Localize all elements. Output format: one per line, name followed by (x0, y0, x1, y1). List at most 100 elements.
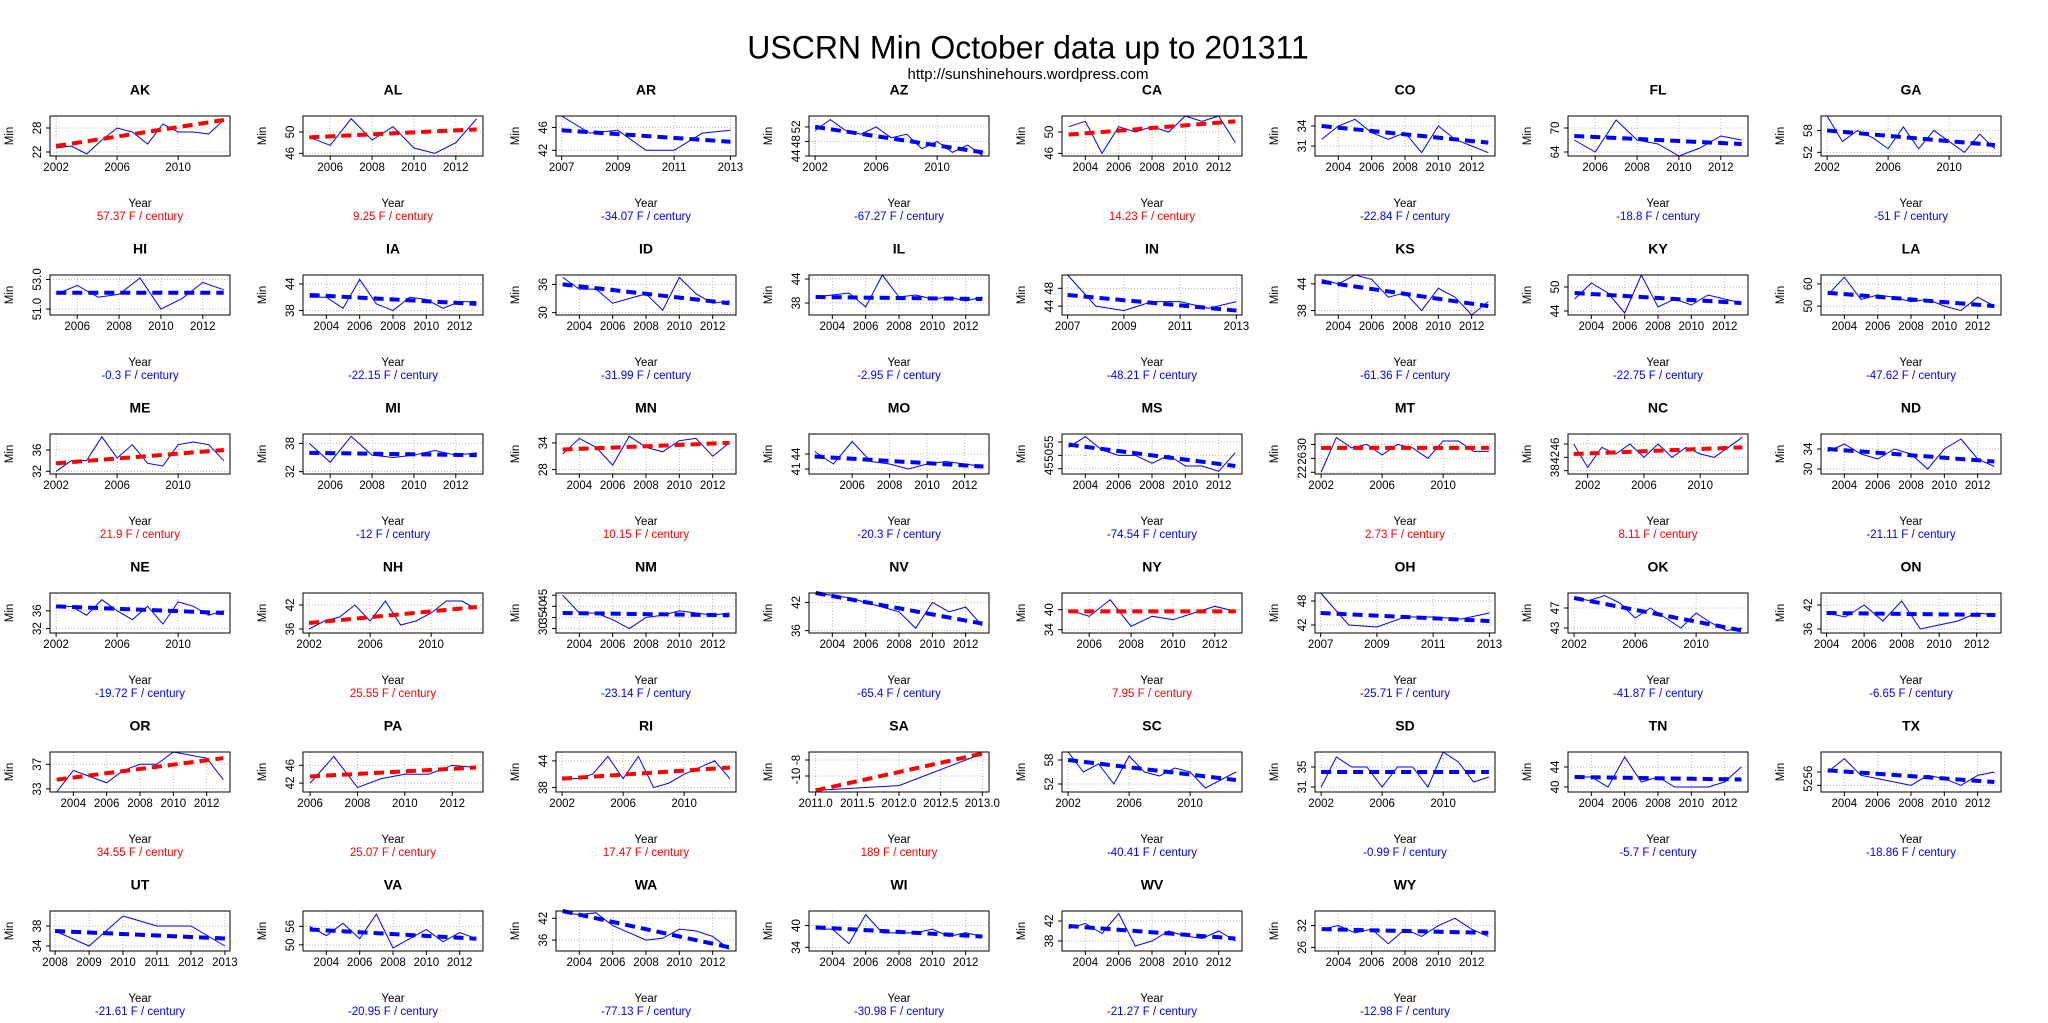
panel-title: MS (1142, 400, 1163, 416)
trend-label: -0.3 F / century (101, 370, 179, 382)
trend-label: -74.54 F / century (1107, 529, 1197, 541)
y-tick-label: 38 (285, 437, 297, 450)
trend-label: -6.65 F / century (1869, 688, 1953, 700)
panel-title: WV (1141, 877, 1164, 893)
y-axis-label: Min (763, 763, 775, 782)
plot-frame (1567, 274, 1749, 316)
y-axis-label: Min (1016, 604, 1028, 623)
x-tick-label: 2009 (1364, 639, 1390, 651)
y-tick-label: 45 (538, 589, 550, 602)
data-line (309, 278, 477, 312)
plot-frame (808, 910, 990, 952)
x-tick-label: 2010 (414, 321, 440, 333)
y-tick-label: 40 (1044, 603, 1056, 616)
panel-title: WY (1394, 877, 1417, 893)
y-axis-label: Min (510, 604, 522, 623)
y-tick-label: 40 (791, 919, 803, 932)
y-tick-label: 55 (1044, 436, 1056, 449)
x-tick-label: 2008 (1898, 321, 1924, 333)
trend-label: -12 F / century (356, 529, 430, 541)
trend-line (309, 927, 477, 941)
y-tick-label: 70 (1550, 122, 1562, 135)
data-line (1573, 436, 1743, 469)
plot-frame (1061, 274, 1243, 316)
x-axis-label: Year (1140, 516, 1163, 528)
y-tick-label: 42 (1297, 619, 1309, 632)
x-tick-label: 2006 (1582, 162, 1608, 174)
x-tick-label: 2008 (345, 798, 371, 810)
plot-frame (1061, 433, 1243, 475)
data-line (1320, 436, 1489, 473)
y-axis-label: Min (1775, 286, 1787, 305)
y-axis-label: Min (510, 445, 522, 464)
x-tick-label: 2010 (165, 480, 191, 492)
plot-frame (1061, 592, 1243, 634)
trend-label: -12.98 F / century (1360, 1006, 1450, 1018)
x-axis-label: Year (887, 198, 910, 210)
data-line (1068, 436, 1236, 472)
x-tick-label: 2006 (104, 480, 130, 492)
x-axis-label: Year (128, 357, 151, 369)
x-tick-label: 2012 (700, 480, 726, 492)
panel-title: RI (639, 718, 653, 734)
x-axis-label: Year (1899, 198, 1922, 210)
y-tick-label: 38 (1044, 935, 1056, 948)
y-axis-label: Min (1522, 604, 1534, 623)
data-line (56, 119, 225, 155)
x-axis-label: Year (1393, 357, 1416, 369)
trend-line (1067, 758, 1237, 782)
y-tick-label: 42 (1803, 599, 1815, 612)
panel-title: VA (384, 877, 402, 893)
y-tick-label: 42 (1044, 915, 1056, 928)
plot-frame (1567, 433, 1749, 475)
panel-title: ME (130, 400, 151, 416)
trend-label: 25.07 F / century (350, 847, 437, 859)
x-tick-label: 2006 (610, 798, 636, 810)
y-axis-label: Min (1269, 763, 1281, 782)
trend-label: 8.11 F / century (1618, 529, 1697, 541)
trend-label: 25.55 F / century (350, 688, 437, 700)
x-tick-label: 2013 (1477, 639, 1503, 651)
x-tick-label: 2008 (380, 957, 406, 969)
y-tick-label: 38 (285, 304, 297, 317)
x-tick-label: 2008 (633, 957, 659, 969)
y-tick-label: 56 (1803, 766, 1815, 779)
x-tick-label: 2006 (863, 162, 889, 174)
x-tick-label: 2006 (1369, 798, 1395, 810)
y-tick-label: 52 (1803, 779, 1815, 792)
y-tick-label: 42 (538, 912, 550, 925)
x-tick-label: 2006 (600, 957, 626, 969)
y-tick-label: 44 (791, 149, 803, 162)
x-tick-label: 2010 (1932, 798, 1958, 810)
x-tick-label: 2004 (820, 639, 846, 651)
x-tick-label: 2004 (314, 957, 340, 969)
x-tick-label: 2008 (886, 957, 912, 969)
y-tick-label: 36 (1803, 623, 1815, 636)
y-axis-label: Min (1522, 127, 1534, 146)
y-tick-label: 26 (1297, 452, 1309, 465)
x-tick-label: 2012 (1459, 321, 1485, 333)
x-tick-label: 2012 (1202, 639, 1228, 651)
y-tick-label: 48 (791, 135, 803, 148)
trend-label: 10.15 F / century (603, 529, 690, 541)
y-tick-label: 42 (285, 777, 297, 790)
x-axis-label: Year (1140, 357, 1163, 369)
y-tick-label: 44 (538, 754, 550, 767)
panel-title: KS (1395, 241, 1414, 257)
y-axis-label: Min (4, 922, 16, 941)
x-tick-label: 2004 (1326, 162, 1352, 174)
panel-title: HI (133, 241, 147, 257)
trend-line (815, 295, 983, 301)
trend-label: -20.3 F / century (857, 529, 941, 541)
plot-frame (302, 910, 484, 952)
trend-label: 57.37 F / century (97, 211, 184, 223)
x-tick-label: 2010 (667, 957, 693, 969)
x-tick-label: 2011 (1168, 321, 1193, 333)
x-tick-label: 2010 (1666, 162, 1692, 174)
y-tick-label: 52 (791, 121, 803, 134)
x-axis-label: Year (1393, 993, 1416, 1005)
trend-line (1826, 611, 1996, 617)
trend-line (1573, 445, 1743, 456)
trend-line (55, 448, 225, 466)
y-axis-label: Min (257, 922, 269, 941)
